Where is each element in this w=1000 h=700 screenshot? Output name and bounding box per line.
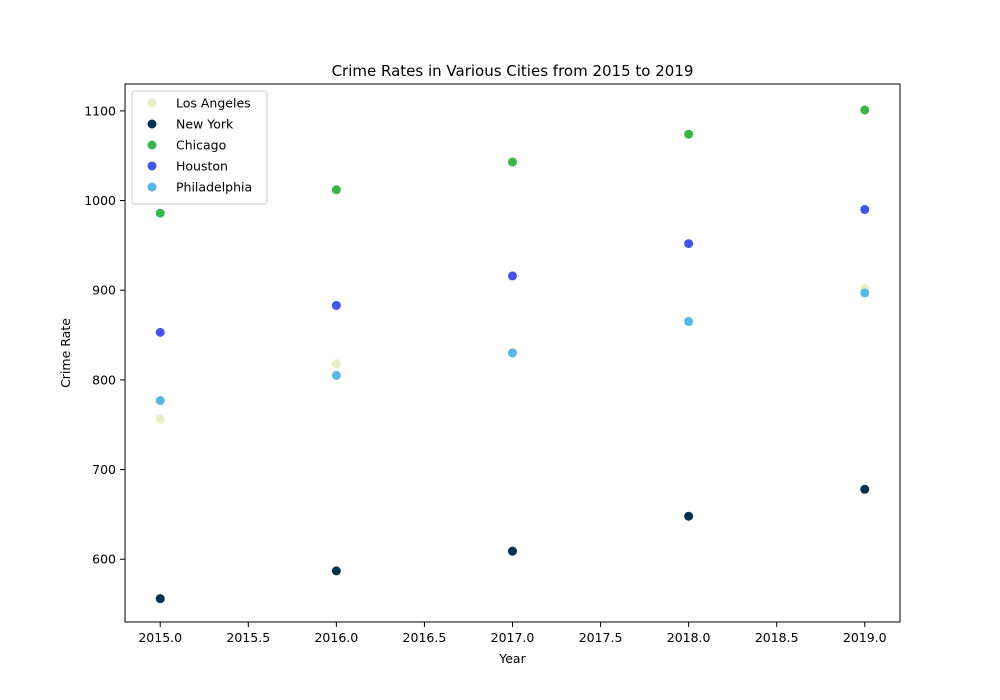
series-chicago <box>155 105 870 218</box>
legend-label: Philadelphia <box>176 180 252 195</box>
data-point-chicago <box>508 157 517 167</box>
data-points <box>155 105 870 604</box>
data-point-philadelphia <box>684 317 694 327</box>
legend-marker <box>147 140 157 150</box>
legend-item-houston: Houston <box>147 159 228 174</box>
data-point-houston <box>155 327 165 337</box>
x-tick-label: 2019.0 <box>843 630 887 645</box>
legend-marker <box>147 161 157 171</box>
series-new-york <box>155 484 870 604</box>
legend-marker <box>147 182 157 192</box>
legend-label: Houston <box>176 159 228 174</box>
legend-marker <box>147 98 157 108</box>
legend: Los Angeles New York Chicago Houston Philade… <box>131 90 268 205</box>
data-point-los-angeles <box>155 414 165 424</box>
y-tick-label: 1100 <box>84 103 116 118</box>
legend-marker <box>147 119 157 129</box>
x-tick-label: 2016.5 <box>403 630 447 645</box>
data-point-new-york <box>860 484 870 494</box>
data-point-philadelphia <box>508 348 517 358</box>
data-point-philadelphia <box>331 370 341 380</box>
legend-item-chicago: Chicago <box>147 138 226 153</box>
data-point-chicago <box>155 208 165 218</box>
x-tick-label: 2018.0 <box>667 630 711 645</box>
legend-item-new-york: New York <box>147 117 234 132</box>
data-point-new-york <box>508 546 517 556</box>
x-tick-label: 2016.0 <box>314 630 358 645</box>
data-point-houston <box>684 239 694 249</box>
y-tick-label: 700 <box>92 462 116 477</box>
legend-item-philadelphia: Philadelphia <box>147 180 252 195</box>
data-point-philadelphia <box>155 396 165 406</box>
x-tick-label: 2015.5 <box>226 630 270 645</box>
data-point-houston <box>860 205 870 215</box>
legend-frame <box>131 90 268 205</box>
y-tick-label: 800 <box>92 372 116 387</box>
data-point-new-york <box>155 594 165 604</box>
x-tick-label: 2017.5 <box>579 630 623 645</box>
data-point-chicago <box>331 185 341 195</box>
data-point-los-angeles <box>331 359 341 369</box>
legend-label: New York <box>176 117 234 132</box>
legend-item-los-angeles: Los Angeles <box>147 96 251 111</box>
data-point-houston <box>331 300 341 310</box>
y-axis: 600 700 800 900 1000 1100 <box>84 103 125 567</box>
y-tick-label: 900 <box>92 283 116 298</box>
x-tick-label: 2018.5 <box>755 630 799 645</box>
data-point-new-york <box>331 566 341 576</box>
y-tick-label: 1000 <box>84 193 116 208</box>
series-philadelphia <box>155 288 870 406</box>
x-tick-label: 2017.0 <box>491 630 535 645</box>
x-axis-label: Year <box>498 651 526 666</box>
chart-title: Crime Rates in Various Cities from 2015 … <box>332 62 694 80</box>
data-point-chicago <box>684 129 694 139</box>
data-point-new-york <box>684 511 694 521</box>
y-axis-label: Crime Rate <box>58 318 73 388</box>
x-axis: 2015.0 2015.5 2016.0 2016.5 2017.0 2017.5 2018… <box>138 622 887 645</box>
x-tick-label: 2015.0 <box>138 630 182 645</box>
y-tick-label: 600 <box>92 552 116 567</box>
legend-label: Los Angeles <box>176 96 251 111</box>
data-point-philadelphia <box>860 288 870 298</box>
data-point-chicago <box>860 105 870 115</box>
series-houston <box>155 205 870 337</box>
legend-label: Chicago <box>176 138 226 153</box>
data-point-houston <box>508 271 517 281</box>
